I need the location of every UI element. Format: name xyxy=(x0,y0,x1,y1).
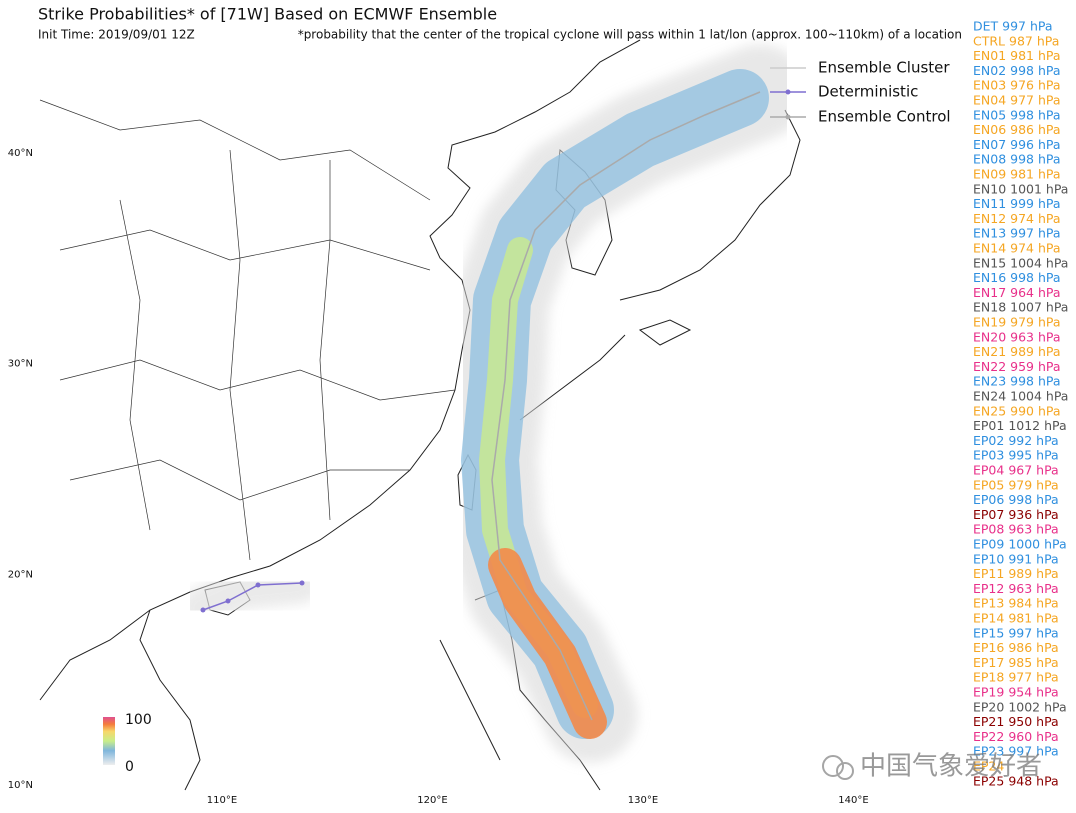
member-entry: EP23 997 hPa xyxy=(973,744,1059,759)
member-entry: EN16 998 hPa xyxy=(973,270,1061,285)
member-entry: DET 997 hPa xyxy=(973,19,1053,34)
japan xyxy=(619,109,801,346)
swath-orange xyxy=(488,548,607,739)
init-time: Init Time: 2019/09/01 12Z xyxy=(38,28,195,42)
title: Strike Probabilities* of [71W] Based on … xyxy=(38,5,497,24)
member-entry: EP11 989 hPa xyxy=(973,566,1059,581)
member-entry: EN15 1004 hPa xyxy=(973,255,1068,270)
member-entry: EP14 981 hPa xyxy=(973,611,1059,626)
member-entry: EN25 990 hPa xyxy=(973,403,1061,418)
colorbar-min: 0 xyxy=(125,759,134,775)
province-borders xyxy=(39,99,456,561)
swath-west xyxy=(180,564,320,628)
member-entry: EP18 977 hPa xyxy=(973,670,1059,685)
lat-label: 40°N xyxy=(8,148,33,159)
member-entry: EP04 967 hPa xyxy=(973,463,1059,478)
member-entry: EP01 1012 hPa xyxy=(973,418,1067,433)
member-entry: EP08 963 hPa xyxy=(973,522,1059,537)
member-entry: EP09 1000 hPa xyxy=(973,537,1067,552)
member-entry: EP16 986 hPa xyxy=(973,640,1059,655)
member-entry: EP07 936 hPa xyxy=(973,507,1059,522)
graticule-labels: 40°N 30°N 20°N 10°N 110°E 120°E 130°E 140°E xyxy=(8,148,869,806)
member-entry: EN03 976 hPa xyxy=(973,78,1061,93)
legend-marker xyxy=(785,89,791,95)
member-entry: EN21 989 hPa xyxy=(973,344,1061,359)
member-entry: EN02 998 hPa xyxy=(973,63,1061,78)
member-entry: EN23 998 hPa xyxy=(973,374,1061,389)
wechat-icon xyxy=(822,755,844,777)
member-entry: EN24 1004 hPa xyxy=(973,389,1068,404)
member-entry: EP15 997 hPa xyxy=(973,625,1059,640)
member-entry: EN19 979 hPa xyxy=(973,315,1061,330)
det-point xyxy=(299,580,305,586)
colorbar: 100 0 xyxy=(103,712,152,775)
lon-label: 110°E xyxy=(207,795,237,806)
member-entry: EN01 981 hPa xyxy=(973,48,1061,63)
member-entry: EN08 998 hPa xyxy=(973,152,1061,167)
legend-label: Ensemble Control xyxy=(818,108,951,126)
note: *probability that the center of the trop… xyxy=(298,28,962,42)
wechat-icon xyxy=(836,762,854,780)
legend: Ensemble Cluster Deterministic Ensemble … xyxy=(770,59,951,126)
watermark: 中国气象爱好者 xyxy=(822,752,1042,782)
member-entry: EN10 1001 hPa xyxy=(973,181,1068,196)
vietnam-coast xyxy=(139,609,201,791)
member-entry: EN17 964 hPa xyxy=(973,285,1061,300)
member-entry: EP12 963 hPa xyxy=(973,581,1059,596)
lat-label: 10°N xyxy=(8,780,33,791)
member-entry: EN13 997 hPa xyxy=(973,226,1061,241)
legend-label: Deterministic xyxy=(818,83,918,101)
member-entry: EN18 1007 hPa xyxy=(973,300,1068,315)
member-entry: EP17 985 hPa xyxy=(973,655,1059,670)
member-entry: EP10 991 hPa xyxy=(973,551,1059,566)
member-entry: EP02 992 hPa xyxy=(973,433,1059,448)
member-entry: EP22 960 hPa xyxy=(973,729,1059,744)
lat-label: 20°N xyxy=(8,569,33,580)
member-entry: EN05 998 hPa xyxy=(973,107,1061,122)
control-track xyxy=(491,91,761,721)
member-entry: EP24 xyxy=(973,759,1004,774)
colorbar-ramp xyxy=(103,717,115,765)
lon-label: 140°E xyxy=(838,795,868,806)
member-entry: EP25 948 hPa xyxy=(973,773,1059,788)
member-entry: EN22 959 hPa xyxy=(973,359,1061,374)
lon-label: 120°E xyxy=(417,795,447,806)
legend-marker xyxy=(785,114,791,120)
member-entry: EN07 996 hPa xyxy=(973,137,1061,152)
det-point xyxy=(225,598,231,604)
watermark-text: 中国气象爱好者 xyxy=(860,752,1042,782)
member-entry: CTRL 987 hPa xyxy=(973,33,1059,48)
deterministic-track xyxy=(202,582,303,611)
member-entry: EN04 977 hPa xyxy=(973,93,1061,108)
member-entry: EP13 984 hPa xyxy=(973,596,1059,611)
member-entry: EN06 986 hPa xyxy=(973,122,1061,137)
legend-label: Ensemble Cluster xyxy=(818,59,950,77)
member-entry: EN14 974 hPa xyxy=(973,241,1061,256)
member-entry: EP20 1002 hPa xyxy=(973,699,1067,714)
lon-label: 130°E xyxy=(628,795,658,806)
member-entry: EP06 998 hPa xyxy=(973,492,1059,507)
strike-probability-swath xyxy=(180,44,808,763)
member-entry: EP21 950 hPa xyxy=(973,714,1059,729)
member-entry: EP19 954 hPa xyxy=(973,685,1059,700)
lat-label: 30°N xyxy=(8,359,33,370)
member-entry: EN20 963 hPa xyxy=(973,329,1061,344)
member-entry: EP05 979 hPa xyxy=(973,477,1059,492)
member-entry: EN09 981 hPa xyxy=(973,167,1061,182)
member-entry: EP03 995 hPa xyxy=(973,448,1059,463)
det-point xyxy=(200,607,206,613)
member-entry: EN11 999 hPa xyxy=(973,196,1061,211)
colorbar-max: 100 xyxy=(125,712,152,728)
member-entry: EN12 974 hPa xyxy=(973,211,1061,226)
det-point xyxy=(255,582,261,588)
